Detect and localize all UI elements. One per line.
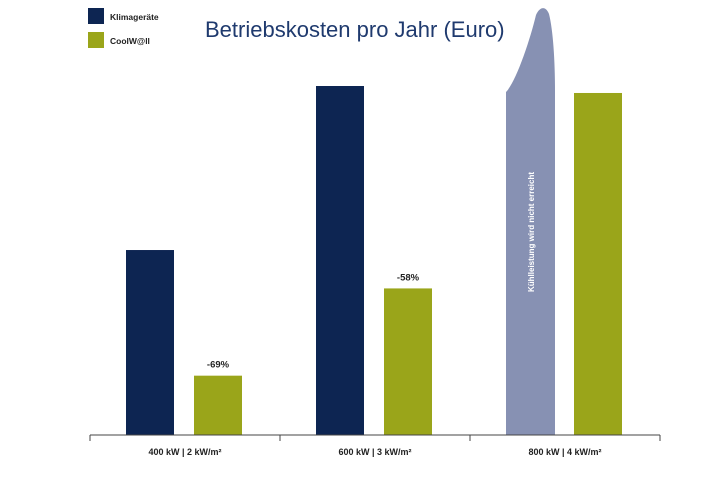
legend-label-klimageraete: Klimageräte: [110, 12, 159, 22]
legend-swatch-coolwall: [88, 32, 104, 48]
chart-title: Betriebskosten pro Jahr (Euro): [205, 17, 505, 42]
bar-klimageraete-1: [316, 86, 364, 435]
data-labels: -69% -58%: [207, 272, 420, 370]
bar-klimageraete-0: [126, 250, 174, 435]
x-axis: 400 kW | 2 kW/m² 600 kW | 3 kW/m² 800 kW…: [89, 434, 661, 457]
bar-coolwall-0: [194, 375, 242, 435]
category-label: 600 kW | 3 kW/m²: [338, 447, 411, 457]
bars: [126, 86, 622, 435]
legend-label-coolwall: CoolW@ll: [110, 36, 150, 46]
legend: Klimageräte CoolW@ll: [88, 8, 159, 48]
bar-coolwall-1: [384, 288, 432, 435]
data-label: -58%: [397, 272, 420, 283]
data-label: -69%: [207, 360, 230, 371]
bar-coolwall-2: [574, 92, 622, 435]
legend-swatch-klimageraete: [88, 8, 104, 24]
annotation-text: Kühlleistung wird nicht erreicht: [527, 172, 536, 292]
category-label: 400 kW | 2 kW/m²: [148, 447, 221, 457]
category-label: 800 kW | 4 kW/m²: [528, 447, 601, 457]
unreached-capacity-shape: [506, 8, 555, 436]
